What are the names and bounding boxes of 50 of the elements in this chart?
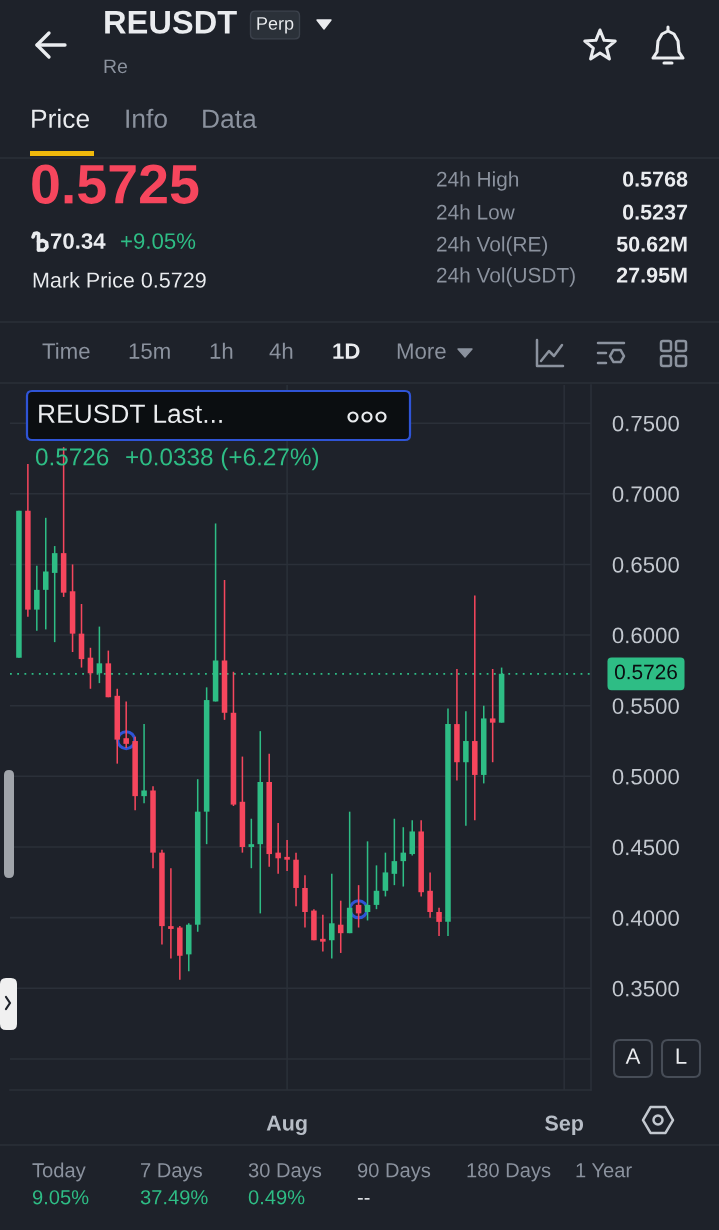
chart-subtitle: Re <box>104 59 127 74</box>
text: 0.49% <box>248 1190 305 1205</box>
y-tick-label: 0.5000 <box>612 768 679 785</box>
annotation: REUSDT Last... <box>39 404 222 424</box>
text: 9.05% <box>32 1190 89 1205</box>
text: 4h <box>269 342 293 359</box>
x-tick-label: Sep <box>545 1115 584 1136</box>
y-tick-label: 0.7000 <box>612 486 679 503</box>
text: Time <box>42 342 90 359</box>
text: 1 Year <box>576 1163 632 1178</box>
text: 0.5237 <box>623 204 688 220</box>
text: Price <box>32 108 89 129</box>
text: -- <box>357 1198 370 1200</box>
text: Data <box>203 109 257 129</box>
text: Today <box>32 1162 86 1182</box>
ref-line-label: 0.5726 <box>614 664 677 680</box>
y-tick-label: 0.4000 <box>612 910 679 926</box>
y-tick-label: 0.6000 <box>612 627 679 644</box>
text: 24h High <box>437 171 519 191</box>
text: L <box>676 1048 687 1064</box>
y-tick-label: 0.3500 <box>612 980 679 997</box>
text: 15m <box>129 343 170 359</box>
text: 27.95M <box>616 267 687 283</box>
text: Info <box>126 108 167 129</box>
text: A <box>625 1048 641 1064</box>
text: 37.49% <box>140 1190 208 1205</box>
text: 24h Vol(RE) <box>437 236 548 256</box>
text: 180 Days <box>467 1163 551 1182</box>
text: 30 Days <box>248 1163 322 1182</box>
text: 24h Low <box>437 204 515 220</box>
y-tick-label: 0.5500 <box>612 698 679 714</box>
text: 0.5725 <box>32 164 199 204</box>
text: 7 Days <box>141 1163 202 1182</box>
text: 70.34 <box>50 233 106 249</box>
y-tick-label: 0.4500 <box>612 839 679 856</box>
text: +9.05% <box>121 233 196 249</box>
chart-title: REUSDT <box>105 10 237 34</box>
text: 1D <box>333 343 360 359</box>
text: Mark Price 0.5729 <box>33 271 206 288</box>
y-tick-label: 0.6500 <box>612 556 679 573</box>
text: 50.62M <box>616 236 687 252</box>
text: More <box>397 343 446 359</box>
text: 0.5768 <box>623 171 688 187</box>
y-tick-label: 0.7500 <box>612 415 679 432</box>
text: 90 Days <box>357 1163 431 1182</box>
x-tick-label: Aug <box>266 1115 307 1136</box>
text: 1h <box>210 342 233 359</box>
text: Perp <box>257 17 294 34</box>
text: 24h Vol(USDT) <box>437 267 575 287</box>
annotation: +0.0338 (+6.27%) <box>126 447 319 471</box>
